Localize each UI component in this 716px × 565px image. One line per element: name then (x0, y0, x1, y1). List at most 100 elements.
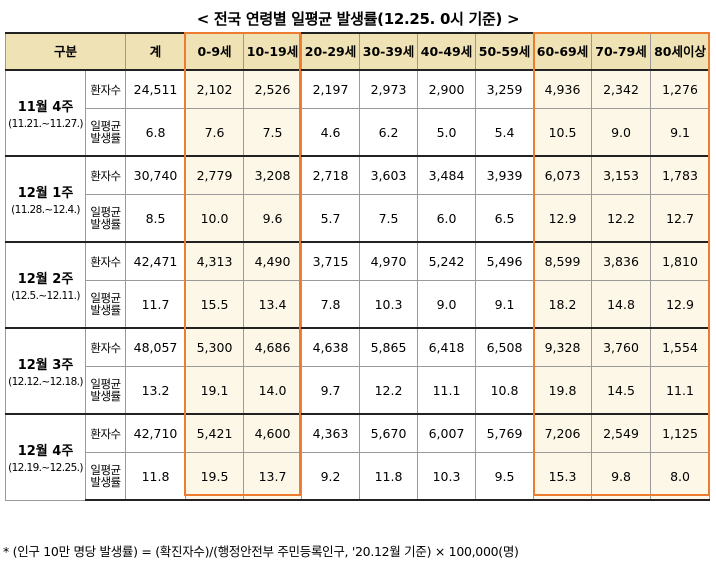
header-age: 60-69세 (533, 32, 593, 71)
row-category: 환자수 (84, 241, 127, 281)
rate-cell: 7.8 (301, 280, 361, 329)
rate-cell: 6.2 (359, 108, 419, 157)
table-row: 12월 3주 (12.12.~12.18.) 환자수 48,057 5,300 4,686… (5, 327, 711, 415)
week-name: 12월 3주 (17, 358, 74, 373)
rate-cell: 11.7 (125, 280, 187, 329)
cases-cell: 5,242 (417, 241, 477, 281)
rate-cell: 10.3 (359, 280, 419, 329)
rate-cell: 10.5 (533, 108, 593, 157)
week-name: 12월 2주 (17, 272, 74, 287)
table-row: 일평균발생률 8.5 10.0 9.6 5.7 7.5 6.0 6.5 12.9 12.2 12.7 (6, 194, 711, 243)
table-row: 12월 4주 (12.19.~12.25.) 환자수 42,710 5,421 4,600… (5, 413, 711, 501)
cases-cell: 3,259 (475, 69, 535, 109)
cases-cell: 1,276 (650, 69, 711, 109)
cases-cell: 1,554 (650, 327, 711, 367)
row-category: 일평균발생률 (84, 280, 127, 329)
rate-cell: 5.0 (417, 108, 477, 157)
header-age: 70-79세 (591, 32, 652, 71)
cases-cell: 4,638 (301, 327, 361, 367)
week-range: (12.5.~12.11.) (11, 290, 80, 302)
cases-cell: 48,057 (125, 327, 187, 367)
rate-cell: 14.0 (243, 366, 303, 415)
rate-cell: 12.7 (650, 194, 711, 243)
cases-cell: 4,490 (243, 241, 303, 281)
cases-cell: 2,973 (359, 69, 419, 109)
rate-cell: 11.1 (650, 366, 711, 415)
rate-cell: 19.8 (533, 366, 593, 415)
rate-cell: 19.1 (185, 366, 245, 415)
rate-cell: 13.7 (243, 452, 303, 501)
cases-cell: 24,511 (125, 69, 187, 109)
week-range: (11.28.~12.4.) (11, 204, 80, 216)
cases-cell: 5,300 (185, 327, 245, 367)
table-row: 11월 4주 (11.21.~11.27.) 환자수 24,511 2,102 2,526… (5, 69, 711, 157)
week-range: (11.21.~11.27.) (8, 118, 83, 130)
cases-cell: 4,936 (533, 69, 593, 109)
header-age: 30-39세 (359, 32, 419, 71)
cases-cell: 4,686 (243, 327, 303, 367)
rate-cell: 9.8 (591, 452, 652, 501)
cases-cell: 6,418 (417, 327, 477, 367)
cases-cell: 4,970 (359, 241, 419, 281)
cases-cell: 2,342 (591, 69, 652, 109)
rate-cell: 9.0 (591, 108, 652, 157)
cases-cell: 8,599 (533, 241, 593, 281)
row-category: 일평균발생률 (84, 366, 127, 415)
rate-cell: 7.5 (359, 194, 419, 243)
rate-cell: 10.8 (475, 366, 535, 415)
cases-cell: 5,769 (475, 413, 535, 453)
week-label: 12월 2주 (12.5.~12.11.) (5, 241, 86, 329)
table-row: 일평균발생률 13.2 19.1 14.0 9.7 12.2 11.1 10.8 19.8 14.… (6, 366, 711, 415)
week-label: 12월 1주 (11.28.~12.4.) (5, 155, 86, 243)
cases-cell: 5,670 (359, 413, 419, 453)
cases-cell: 5,496 (475, 241, 535, 281)
cases-cell: 3,208 (243, 155, 303, 195)
table-row: 12월 1주 (11.28.~12.4.) 환자수 30,740 2,779 3,208 2… (5, 155, 711, 243)
rate-cell: 9.2 (301, 452, 361, 501)
age-incidence-table: 구분 계 0-9세 10-19세 20-29세 30-39세 40-49세 50… (4, 32, 711, 501)
rate-cell: 13.4 (243, 280, 303, 329)
week-range: (12.19.~12.25.) (8, 462, 83, 475)
rate-cell: 5.4 (475, 108, 535, 157)
row-category: 일평균발생률 (84, 194, 127, 243)
rate-cell: 5.7 (301, 194, 361, 243)
rate-cell: 12.9 (533, 194, 593, 243)
cases-cell: 2,197 (301, 69, 361, 109)
row-category: 일평균발생률 (84, 452, 127, 501)
cases-cell: 2,549 (591, 413, 652, 453)
rate-cell: 7.6 (185, 108, 245, 157)
rate-cell: 15.5 (185, 280, 245, 329)
rate-cell: 12.9 (650, 280, 711, 329)
header-group: 구분 (4, 32, 127, 71)
cases-cell: 1,810 (650, 241, 711, 281)
rate-cell: 19.5 (185, 452, 245, 501)
rate-cell: 9.7 (301, 366, 361, 415)
rate-cell: 11.8 (125, 452, 187, 501)
rate-cell: 10.3 (417, 452, 477, 501)
rate-cell: 9.6 (243, 194, 303, 243)
cases-cell: 4,600 (243, 413, 303, 453)
table-title: < 전국 연령별 일평균 발생률(12.25. 0시 기준) > (196, 10, 520, 28)
week-name: 11월 4주 (17, 100, 74, 115)
week-range: (12.12.~12.18.) (8, 376, 83, 388)
header-row: 구분 계 0-9세 10-19세 20-29세 30-39세 40-49세 50… (4, 32, 711, 71)
week-label: 12월 3주 (12.12.~12.18.) (5, 327, 86, 415)
header-age: 10-19세 (243, 32, 303, 71)
rate-cell: 7.5 (243, 108, 303, 157)
cases-cell: 6,508 (475, 327, 535, 367)
rate-cell: 8.5 (125, 194, 187, 243)
rate-cell: 8.0 (650, 452, 711, 501)
cases-cell: 5,865 (359, 327, 419, 367)
header-age: 20-29세 (301, 32, 361, 71)
cases-cell: 6,007 (417, 413, 477, 453)
rate-cell: 6.8 (125, 108, 187, 157)
rate-cell: 10.0 (185, 194, 245, 243)
rate-cell: 14.5 (591, 366, 652, 415)
cases-cell: 7,206 (533, 413, 593, 453)
cases-cell: 9,328 (533, 327, 593, 367)
week-label: 12월 4주 (12.19.~12.25.) (5, 413, 86, 501)
table-row: 12월 2주 (12.5.~12.11.) 환자수 42,471 4,313 4,490 3… (5, 241, 711, 329)
cases-cell: 3,715 (301, 241, 361, 281)
rate-cell: 13.2 (125, 366, 187, 415)
rate-cell: 4.6 (301, 108, 361, 157)
